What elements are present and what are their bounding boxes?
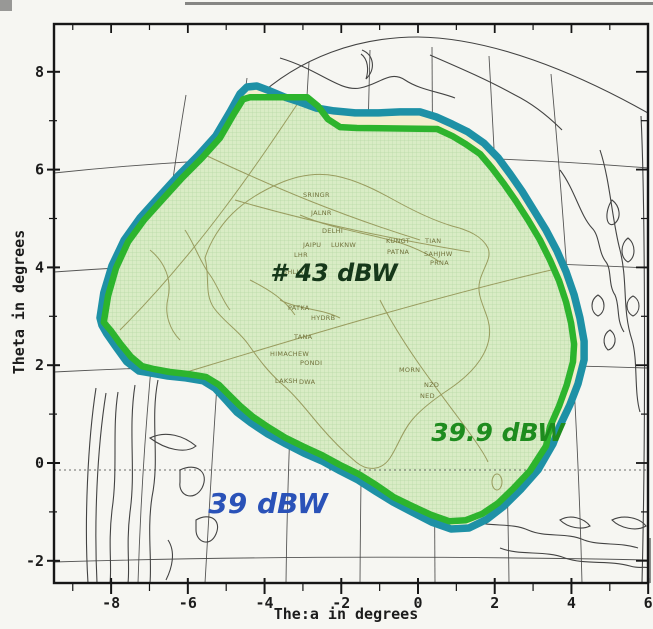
city-label: PRNA	[430, 259, 449, 267]
globe-limb-top	[251, 36, 648, 114]
y-tick-label: 0	[35, 454, 44, 472]
label-399dbw: 39.9 dBW	[431, 418, 566, 447]
y-tick-label: 2	[35, 356, 44, 374]
west-coastlines	[109, 379, 218, 583]
sheared-grid-1	[204, 154, 421, 241]
city-label: TANA	[293, 333, 313, 341]
x-axis-title: The:a in degrees	[274, 605, 419, 623]
x-tick-label: -2	[332, 594, 350, 612]
label-39dbw: 39 dBW	[208, 487, 329, 520]
label-43dbw: # 43 dBW	[270, 259, 399, 287]
city-label: JAIPU	[302, 241, 321, 249]
city-label: PONDI	[300, 359, 322, 367]
city-label: GHLIA	[282, 268, 304, 276]
contour-strokes	[96, 82, 588, 533]
x-tick-label: -8	[102, 594, 120, 612]
city-label: PATNA	[387, 248, 409, 256]
city-label: LAKSH	[275, 377, 298, 385]
sheared-grid-2	[234, 199, 471, 253]
y-tick-label: 4	[35, 258, 44, 276]
sheared-grid-4	[119, 99, 301, 331]
axis-tick-labels: -8 -6 -4 -2 0 2 4 6 8 6 4 2 0 -2	[26, 63, 653, 612]
x-tick-label: 2	[490, 594, 499, 612]
border-squiggle-2	[184, 229, 231, 311]
city-label: LUKNW	[331, 241, 356, 249]
y-tick-label: 6	[35, 161, 44, 179]
x-tick-label: 4	[567, 594, 576, 612]
deccan-line	[379, 299, 489, 463]
city-label: PATKA	[288, 304, 310, 312]
city-label: HIMACHEW	[270, 350, 309, 358]
city-label: SAHJHW	[424, 250, 453, 258]
city-label: DELHI	[322, 227, 343, 235]
contour-399dbw	[100, 93, 578, 525]
plot-border	[52, 22, 650, 585]
border-squiggle-3	[249, 279, 341, 319]
y-tick-label: 8	[35, 63, 44, 81]
city-label: LHR	[294, 251, 308, 259]
city-label: MORN	[399, 366, 420, 374]
x-tick-label: -4	[256, 594, 274, 612]
india-map-layer	[119, 99, 561, 491]
x-tick-label: -6	[179, 594, 197, 612]
contour-39dbw	[96, 82, 588, 533]
x-tick-label: 0	[413, 594, 422, 612]
y-tick-label: -2	[26, 552, 44, 570]
scan-artifacts	[0, 0, 653, 583]
city-label: JALNR	[310, 209, 332, 217]
city-label: TIAN	[424, 237, 441, 245]
city-label: HYDRB	[311, 314, 335, 322]
sheared-grid-3	[169, 267, 561, 378]
city-label: SRINGR	[303, 191, 330, 199]
x-tick-label: 6	[644, 594, 653, 612]
city-label: DWA	[299, 378, 316, 386]
city-label: NED	[420, 392, 435, 400]
sri-lanka-outline	[491, 473, 503, 491]
y-axis-title: Theta in degrees	[10, 230, 28, 375]
globe-limb-right	[640, 115, 646, 583]
border-squiggle-1	[149, 249, 181, 341]
india-outline	[204, 173, 491, 469]
southeast-coastlines	[469, 516, 648, 569]
axis-ticks	[47, 24, 650, 594]
city-label: NZD	[424, 381, 439, 389]
city-label: KUNGT	[386, 237, 410, 245]
east-coastlines	[559, 149, 641, 413]
north-coastlines	[279, 49, 563, 131]
